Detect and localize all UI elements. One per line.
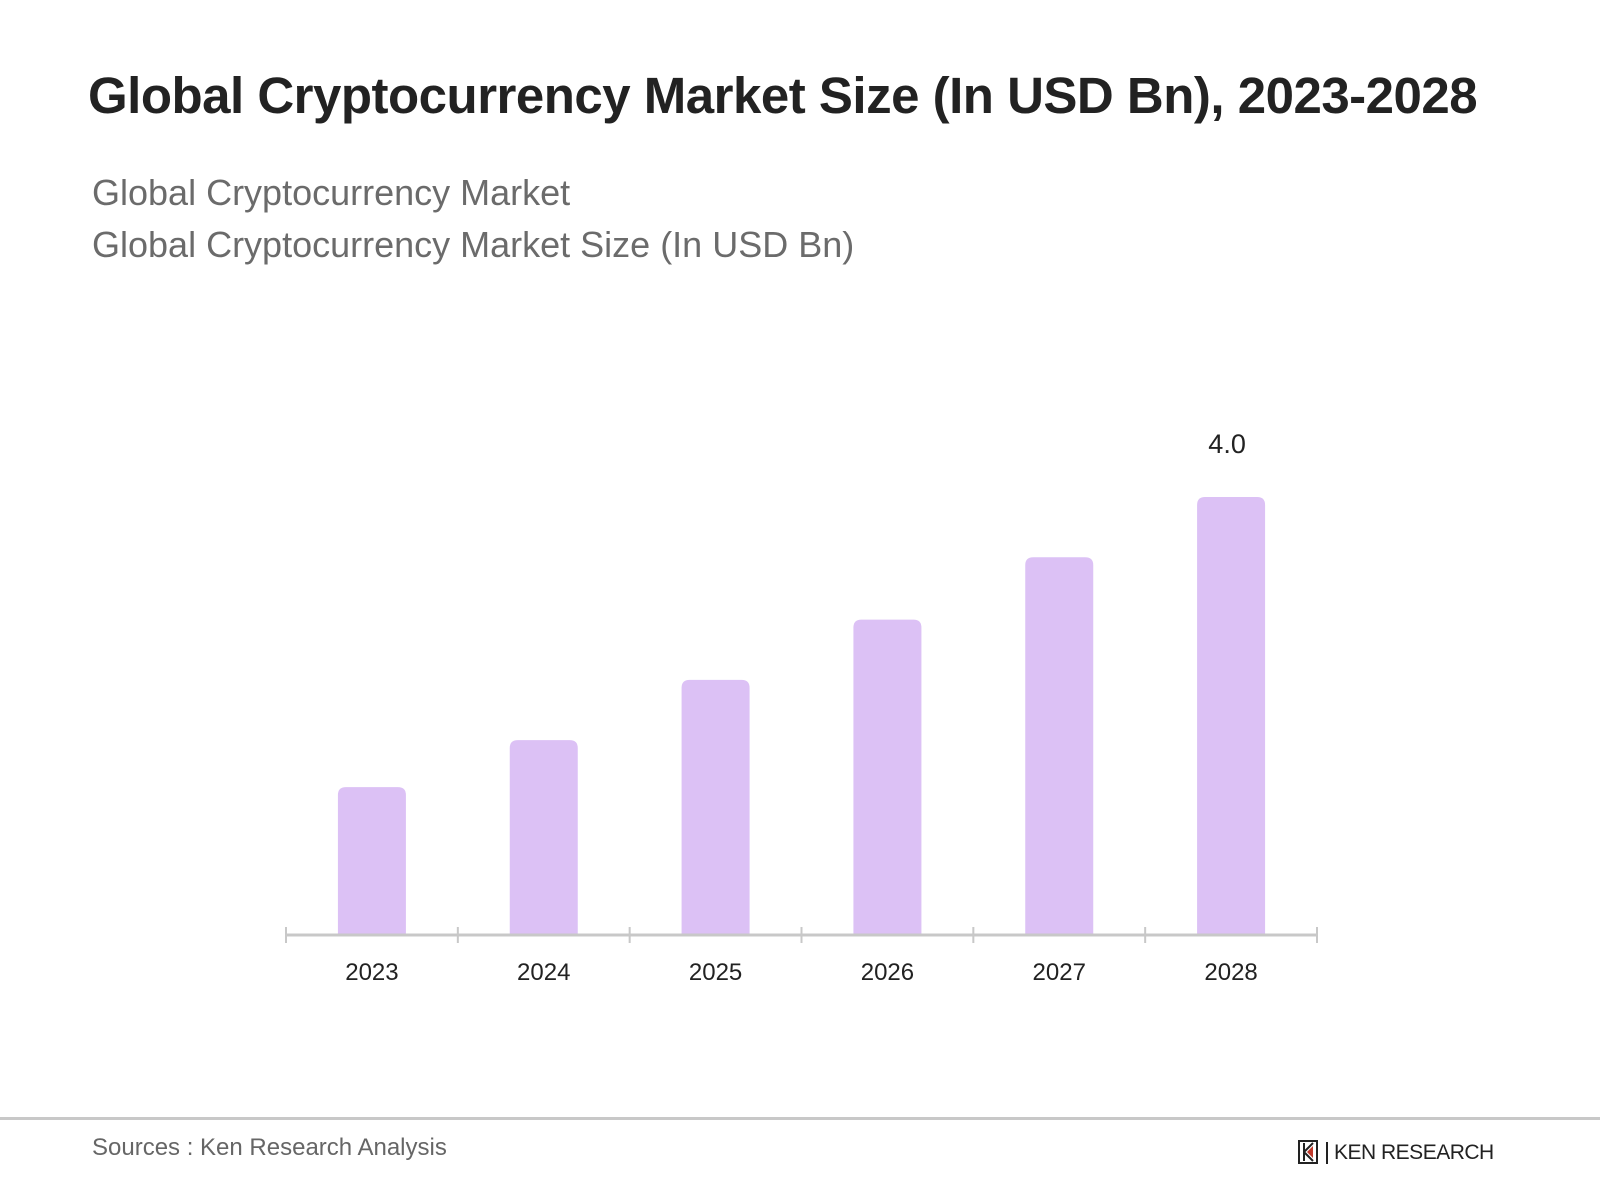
x-tick-label: 2026: [861, 959, 914, 986]
x-tick-label: 2025: [689, 959, 742, 986]
logo-text: KEN RESEARCH: [1334, 1141, 1494, 1164]
bar-chart: 2023 2024 2025 2026 2027 2028 4.0: [285, 429, 1318, 986]
bar-2026: [853, 619, 922, 935]
bar-2025: [681, 679, 750, 935]
x-tick-label: 2024: [517, 959, 570, 986]
chart-subtitle: Global Cryptocurrency Market: [92, 172, 571, 213]
bar-2023: [337, 787, 406, 935]
chart-title: Global Cryptocurrency Market Size (In US…: [88, 67, 1478, 124]
x-tick-label: 2027: [1033, 959, 1086, 986]
footer-divider: [0, 1117, 1600, 1120]
bar-2028: [1197, 497, 1266, 935]
bar-2024: [509, 740, 578, 935]
data-label: 4.0: [1208, 429, 1246, 459]
bar-2027: [1025, 557, 1094, 935]
source-note: Sources : Ken Research Analysis: [92, 1134, 447, 1161]
x-tick-label: 2028: [1204, 959, 1257, 986]
chart-subtitle-units: Global Cryptocurrency Market Size (In US…: [92, 224, 855, 265]
ken-research-logo-icon: [1298, 1140, 1318, 1164]
x-tick-label: 2023: [345, 959, 398, 986]
ken-research-logo: KEN RESEARCH: [1298, 1140, 1494, 1166]
